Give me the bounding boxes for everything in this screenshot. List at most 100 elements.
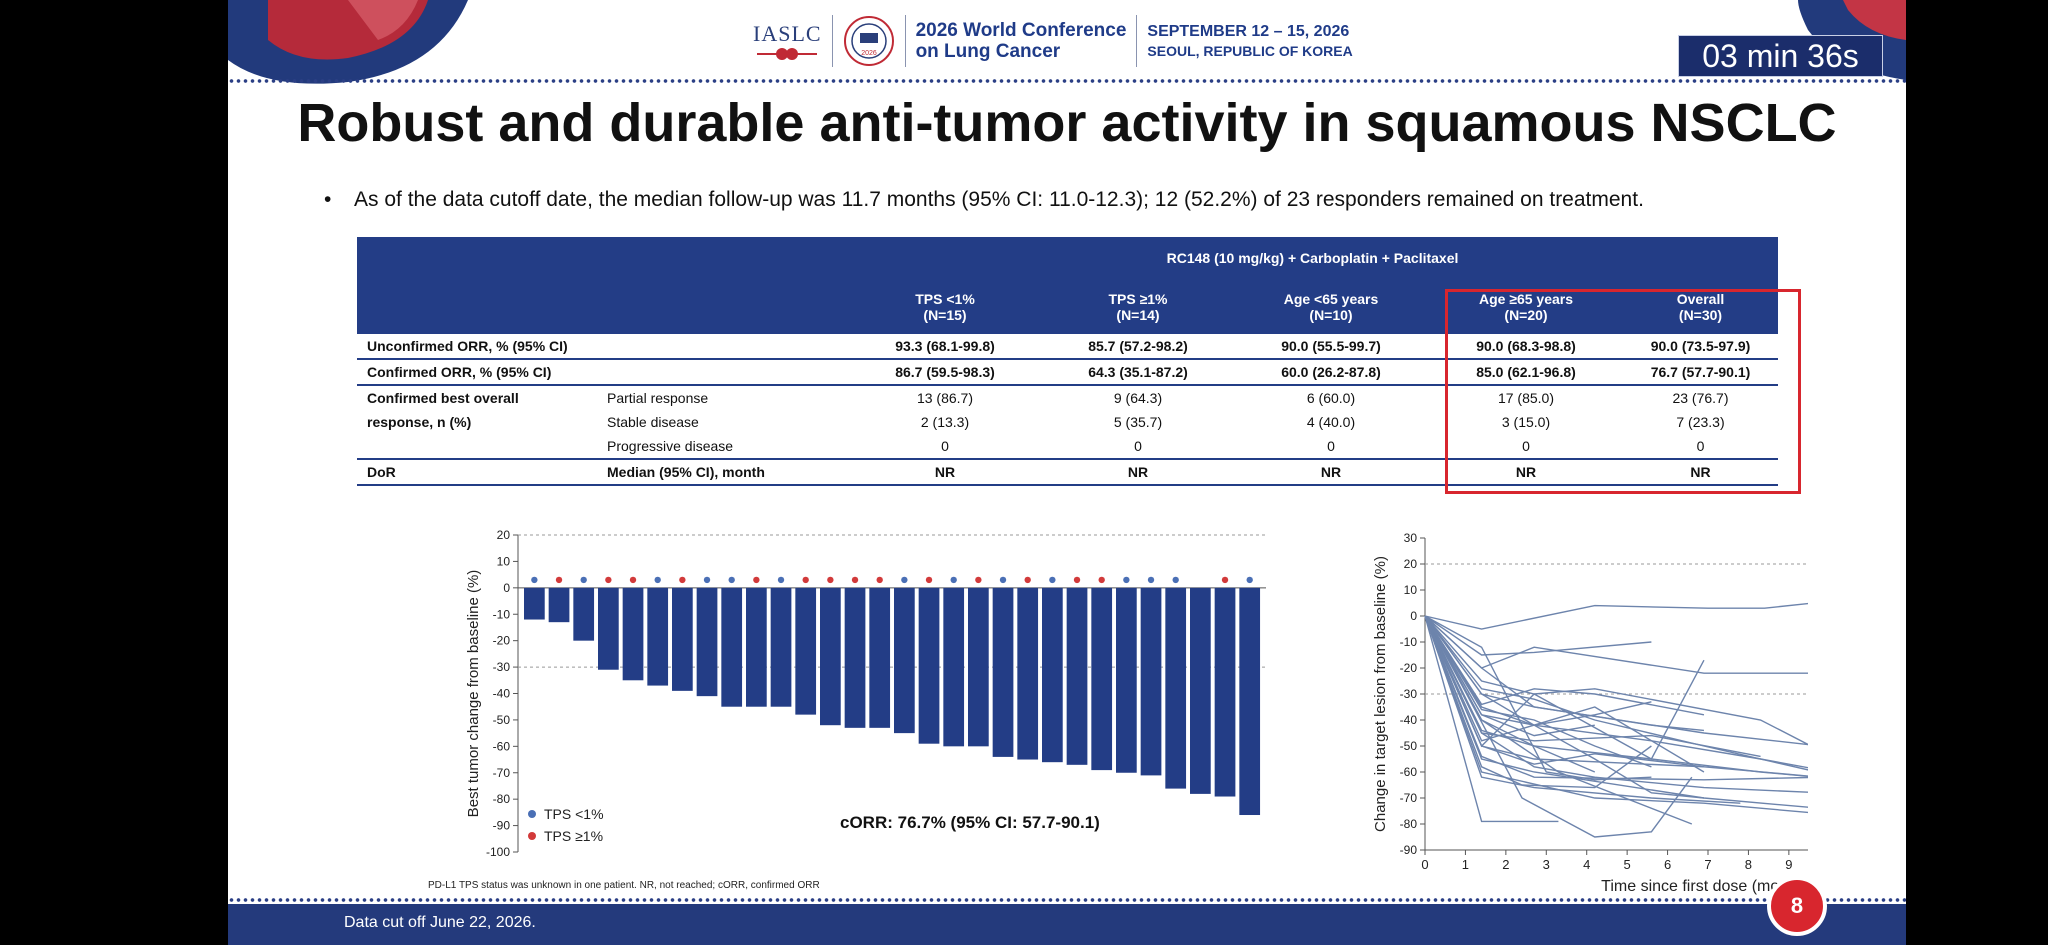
x-tick-label: 1 [1462,857,1469,872]
patient-line [1424,615,1761,758]
y-tick-label: -90 [1400,843,1418,857]
waterfall-bar [1116,587,1137,773]
col-header-age-lt65: Age <65 years (N=10) [1233,279,1429,334]
patient-line [1424,615,1741,804]
org-name: IASLC [753,21,822,46]
conference-emblem-icon: 2026 [843,16,894,66]
x-tick-label: 3 [1543,857,1550,872]
conference-date: SEPTEMBER 12 – 15, 2026 SEOUL, REPUBLIC … [1147,23,1353,59]
y-tick-label: -10 [493,607,511,621]
patient-line [1424,615,1705,773]
waterfall-bar [918,587,940,744]
tps-marker [580,576,587,584]
waterfall-bar [598,587,619,670]
corner-decoration-left [228,0,468,84]
waterfall-bar [696,587,718,697]
y-tick-label: -60 [493,739,511,753]
y-tick-label: 20 [1404,557,1418,571]
tps-marker [777,576,785,584]
slide: IASLC 2026 2026 World Conference on Lung… [228,0,1906,945]
tps-marker [654,576,661,584]
patient-line [1424,615,1652,768]
x-tick-label: 8 [1745,857,1752,872]
waterfall-bar [622,587,644,681]
data-cutoff-text: Data cut off June 22, 2026. [344,914,536,931]
waterfall-bar [869,587,891,728]
y-tick-label: -20 [493,634,511,648]
conference-header: IASLC 2026 2026 World Conference on Lung… [753,12,1353,70]
iaslc-logo: IASLC [753,21,822,61]
tps-marker [802,576,809,584]
bullet-point: • As of the data cutoff date, the median … [324,188,1644,211]
y-tick-label: -10 [1400,635,1418,649]
results-table: RC148 (10 mg/kg) + Carboplatin + Paclita… [357,237,1778,486]
waterfall-bar [746,587,767,707]
x-tick-label: 5 [1624,857,1631,872]
tps-marker [950,576,957,584]
tps-marker [876,576,883,584]
y-tick-label: -50 [1400,739,1418,753]
y-tick-label: -80 [493,792,511,806]
patient-line [1424,615,1705,716]
waterfall-bar [1091,587,1113,771]
age-columns-highlight-box [1445,289,1801,494]
col-header-tps-ge1: TPS ≥1% (N=14) [1043,279,1233,334]
tps-marker [1049,576,1056,584]
tps-marker [703,576,711,584]
y-tick-label: -70 [493,766,511,780]
regimen-header: RC148 (10 mg/kg) + Carboplatin + Paclita… [847,237,1778,279]
patient-line [1424,615,1808,771]
patient-line [1424,602,1808,630]
footnote: PD-L1 TPS status was unknown in one pati… [428,880,820,891]
waterfall-bar [1165,587,1187,789]
y-tick-label: -90 [493,819,511,833]
y-tick-label: -60 [1400,765,1418,779]
waterfall-bar [672,587,693,691]
tps-marker [901,576,908,584]
col-header-age-ge65: Age ≥65 years (N=20) [1429,279,1623,334]
waterfall-bar [770,587,792,707]
table-row-unconfirmed-orr: Unconfirmed ORR, % (95% CI) 93.3 (68.1-9… [367,338,1751,354]
y-tick-label: 0 [1410,609,1417,623]
waterfall-bar [968,587,989,747]
waterfall-bar [548,587,570,623]
tps-marker [925,576,933,584]
tps-marker [1221,576,1229,584]
waterfall-chart: 20 10 0 -10 -20 -30 -40 -50 -60 -70 -80 -90 -100 Best… [465,528,1266,859]
slide-title: Robust and durable anti-tumor activity i… [297,93,1837,153]
y-tick-label: 10 [497,554,511,568]
waterfall-bar [894,587,915,734]
page-number: 8 [1767,876,1827,936]
patient-line [1424,615,1705,799]
patient-line [1424,615,1808,781]
waterfall-bar [1190,587,1211,794]
x-tick-label: 6 [1664,857,1671,872]
emblem-year: 2026 [861,50,877,57]
lungs-icon [757,48,818,60]
y-tick-label: 0 [503,581,510,595]
waterfall-y-axis-label: Best tumor change from baseline (%) [465,570,482,818]
tps-marker [1073,576,1081,584]
y-tick-label: -30 [493,660,511,674]
y-tick-label: -80 [1400,817,1418,831]
patient-line [1424,615,1652,656]
spider-x-axis-label: Time since first dose (months) [1601,878,1808,895]
y-tick-label: -50 [493,713,511,727]
patient-line [1424,615,1559,823]
y-tick-label: -40 [1400,713,1418,727]
waterfall-bar [1042,587,1063,763]
waterfall-bar [1066,587,1088,765]
patient-line [1424,615,1652,781]
tps-marker [851,576,859,584]
y-tick-label: 30 [1404,531,1418,545]
x-tick-label: 7 [1704,857,1711,872]
patient-line [1424,615,1808,808]
tps-marker [728,576,735,584]
waterfall-bar [647,587,669,686]
waterfall-bar [1214,587,1236,797]
patient-line [1424,615,1705,732]
col-header-tps-lt1: TPS <1% (N=15) [847,279,1043,334]
waterfall-bar [1017,587,1039,760]
tps-marker [827,576,834,584]
